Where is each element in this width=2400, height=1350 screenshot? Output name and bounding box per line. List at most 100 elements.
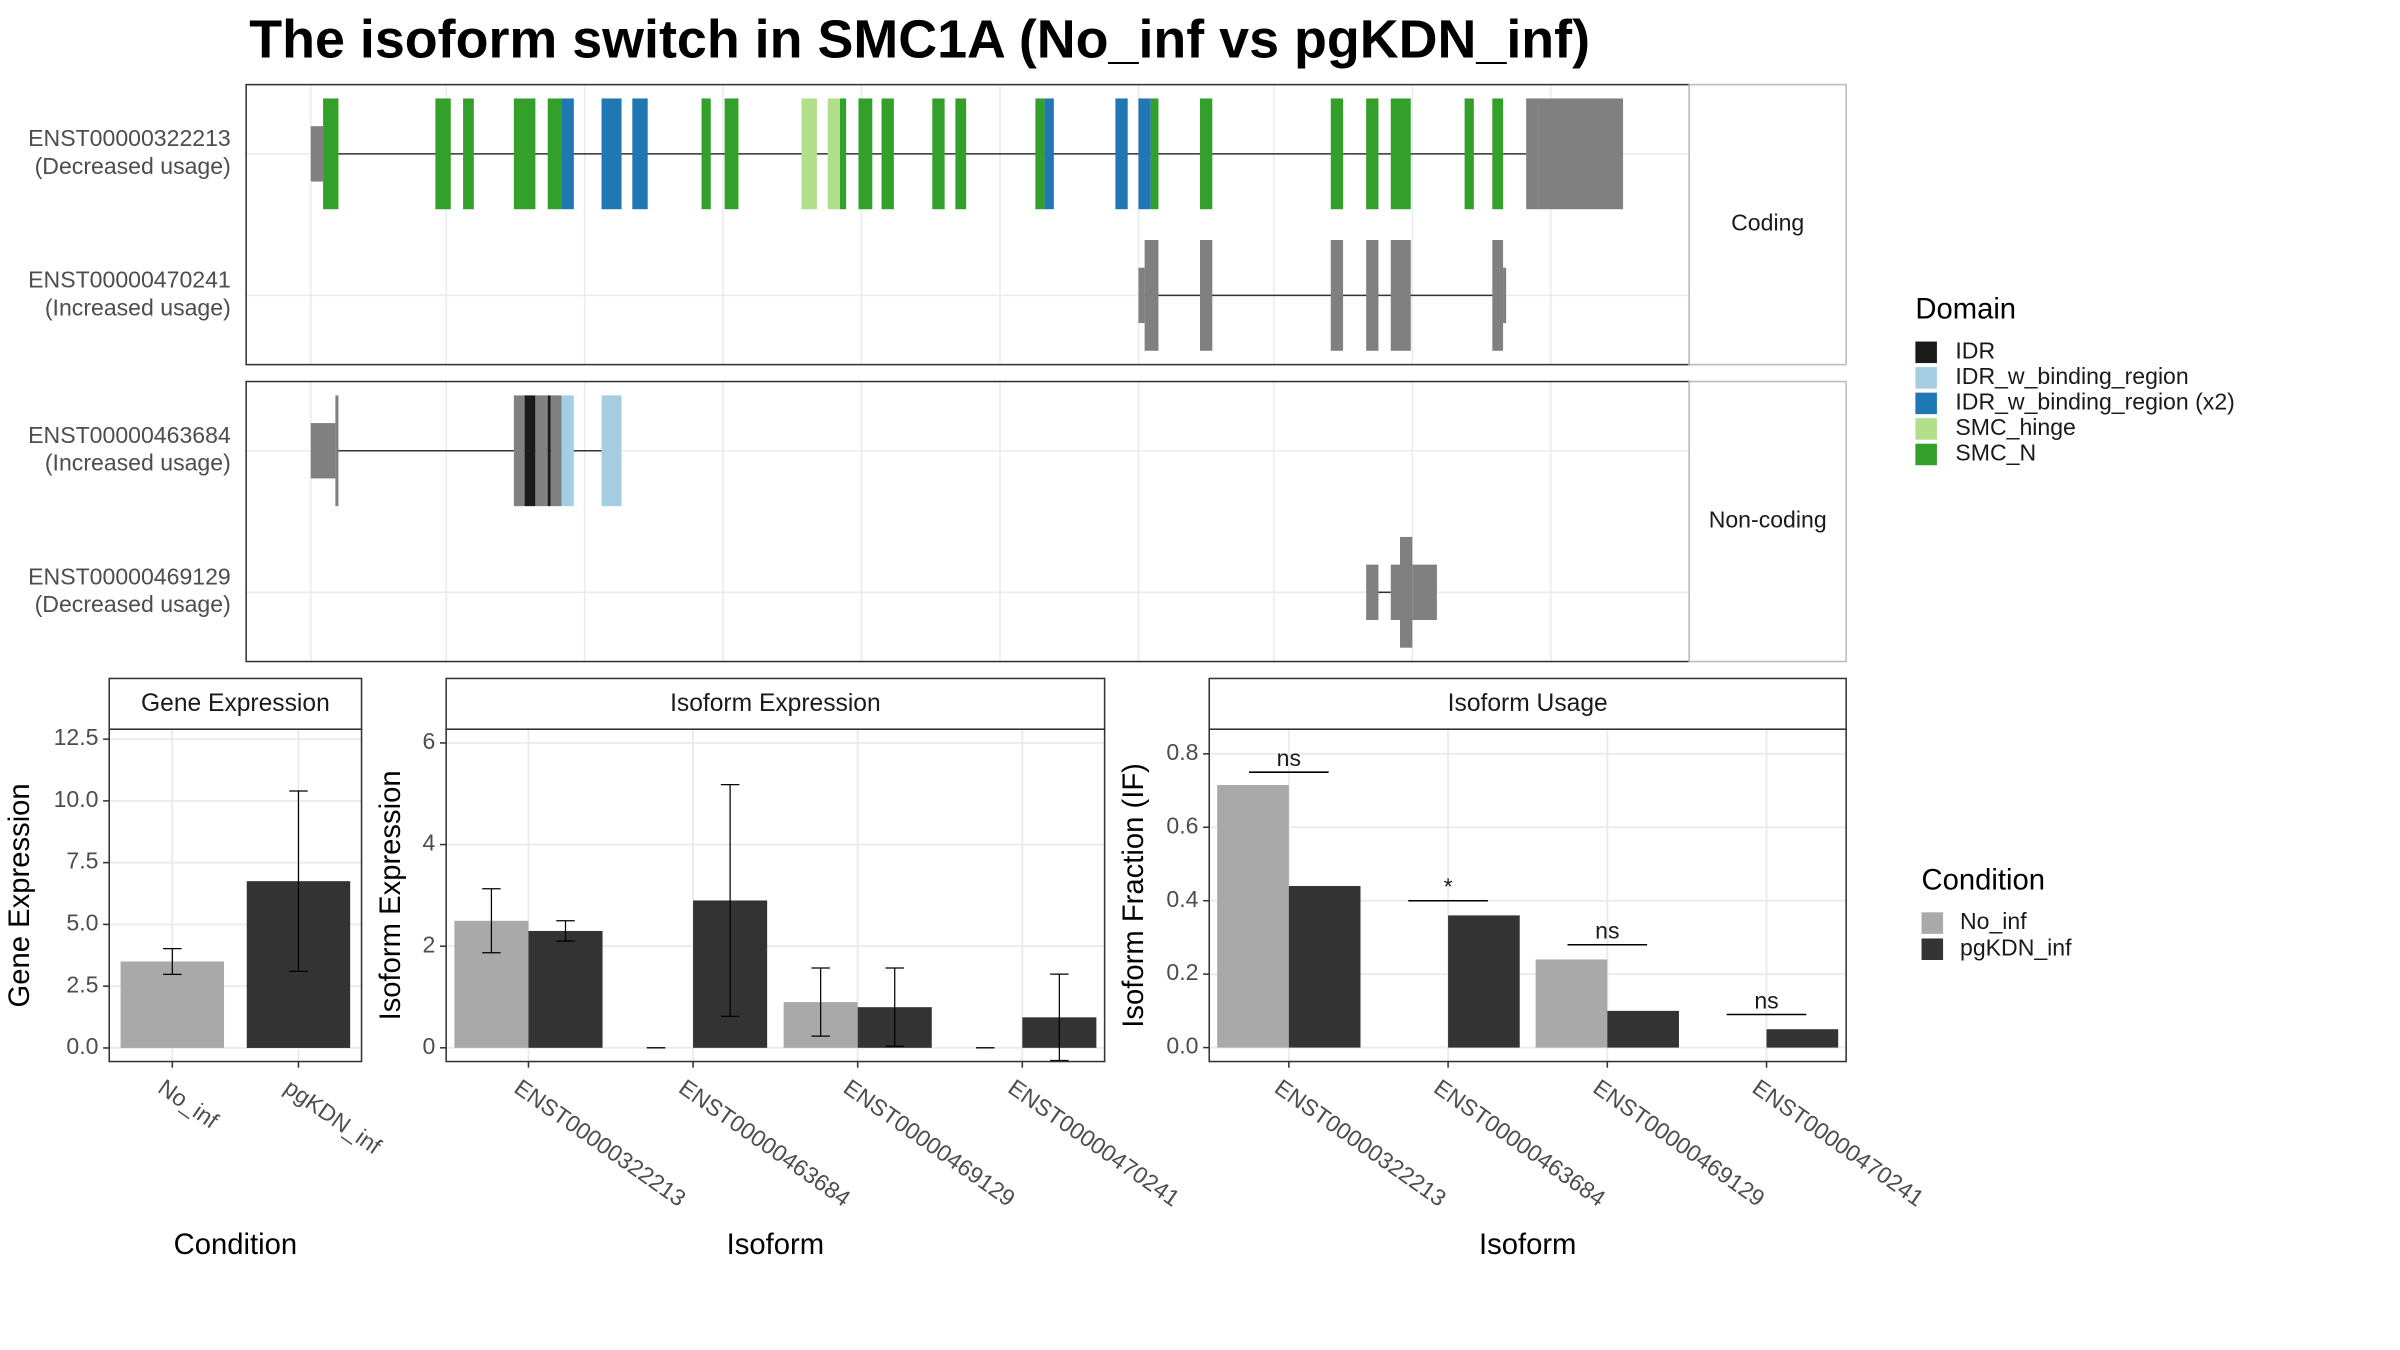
legend-swatch (1915, 367, 1937, 389)
y-tick-label: 2 (423, 931, 436, 957)
bar (1288, 886, 1361, 1048)
chart-title: Isoform Usage (1448, 690, 1608, 717)
y-tick-label: 0 (423, 1033, 436, 1059)
exon (1366, 240, 1379, 351)
y-tick-label: 5.0 (66, 910, 98, 936)
legend-swatch (1921, 938, 1944, 960)
facet-label: Coding (1731, 210, 1804, 236)
condition-legend-title: Condition (1922, 864, 2045, 896)
significance-label: ns (1754, 987, 1778, 1013)
exon (1538, 98, 1624, 210)
facet-strip (1688, 380, 1847, 663)
legend-label: SMC_hinge (1955, 414, 2076, 440)
exon (632, 98, 648, 210)
exon (547, 395, 551, 507)
exon (1412, 564, 1437, 620)
panel-border (1208, 728, 1847, 1063)
exon (932, 98, 945, 210)
exon (550, 395, 562, 507)
strip (445, 677, 1106, 731)
exon (310, 423, 336, 479)
bar (1607, 1010, 1679, 1048)
y-tick-label: 7.5 (66, 848, 98, 874)
strip (1208, 677, 1847, 731)
significance-label: ns (1277, 745, 1301, 771)
exon (1366, 98, 1379, 210)
chart-title: Gene Expression (141, 690, 330, 717)
bar (1217, 785, 1289, 1048)
exon (535, 395, 548, 507)
exon (1115, 98, 1128, 210)
exon (1330, 98, 1344, 210)
exon (724, 98, 739, 210)
exon (1138, 98, 1151, 210)
exon (701, 98, 711, 210)
transcript-id: ENST00000463684 (28, 422, 231, 448)
significance-label: ns (1595, 918, 1619, 944)
domain-legend-title: Domain (1915, 293, 2016, 325)
y-tick-label: 4 (423, 830, 436, 856)
bar (528, 930, 603, 1048)
x-axis-title: Isoform (727, 1229, 824, 1261)
y-tick-label: 0.4 (1166, 886, 1198, 912)
error-bar (1050, 973, 1069, 1062)
exon (1492, 240, 1504, 351)
legend-label: IDR_w_binding_region (1955, 363, 2188, 389)
error-bar (720, 784, 740, 1017)
legend-swatch (1921, 912, 1944, 934)
exon (1464, 98, 1474, 210)
legend-swatch (1915, 341, 1937, 364)
error-bar (885, 967, 904, 1047)
legend-swatch (1915, 443, 1937, 466)
y-tick-label: 6 (423, 728, 436, 754)
bar (120, 961, 225, 1048)
exon (858, 98, 873, 210)
exon (1044, 98, 1054, 210)
exon (1035, 98, 1045, 210)
error-bar (556, 920, 575, 942)
exon (840, 98, 847, 210)
transcript-usage: (Decreased usage) (35, 153, 231, 179)
transcript-usage: (Increased usage) (45, 450, 231, 476)
exon (1492, 98, 1504, 210)
exon (955, 98, 967, 210)
exon (881, 98, 894, 210)
exon (1390, 240, 1411, 351)
exon (1526, 98, 1539, 210)
panel-border (445, 728, 1106, 1063)
figure-title: The isoform switch in SMC1A (No_inf vs p… (249, 9, 1590, 69)
exon (1503, 267, 1507, 324)
error-bar (163, 948, 182, 975)
exon (827, 98, 840, 210)
legend-label: IDR (1955, 337, 1995, 363)
facet-label: Non-coding (1709, 507, 1827, 533)
legend-label: pgKDN_inf (1960, 934, 2072, 960)
panel-border (108, 728, 363, 1063)
exon (1390, 564, 1400, 620)
exon (1366, 564, 1379, 620)
y-tick-label: 0.8 (1166, 739, 1198, 765)
exon (561, 98, 574, 210)
x-axis-title: Isoform (1479, 1229, 1576, 1261)
y-tick-label: 0.0 (66, 1033, 98, 1059)
transcript-usage: (Increased usage) (45, 294, 231, 320)
error-bar (289, 790, 308, 972)
y-tick-label: 2.5 (66, 971, 98, 997)
transcript-id: ENST00000470241 (28, 267, 231, 293)
legend-swatch (1915, 392, 1937, 415)
y-tick-label: 0.2 (1166, 959, 1198, 985)
exon (1400, 536, 1413, 648)
exon (1144, 240, 1159, 351)
exon (1138, 267, 1145, 324)
exon (1200, 240, 1213, 351)
exon (335, 395, 339, 507)
exon (513, 395, 525, 507)
exon (561, 395, 574, 507)
exon (601, 98, 622, 210)
strip (108, 677, 363, 731)
exon (601, 395, 622, 507)
y-tick-label: 10.0 (54, 786, 99, 812)
legend-label: No_inf (1960, 908, 2027, 934)
